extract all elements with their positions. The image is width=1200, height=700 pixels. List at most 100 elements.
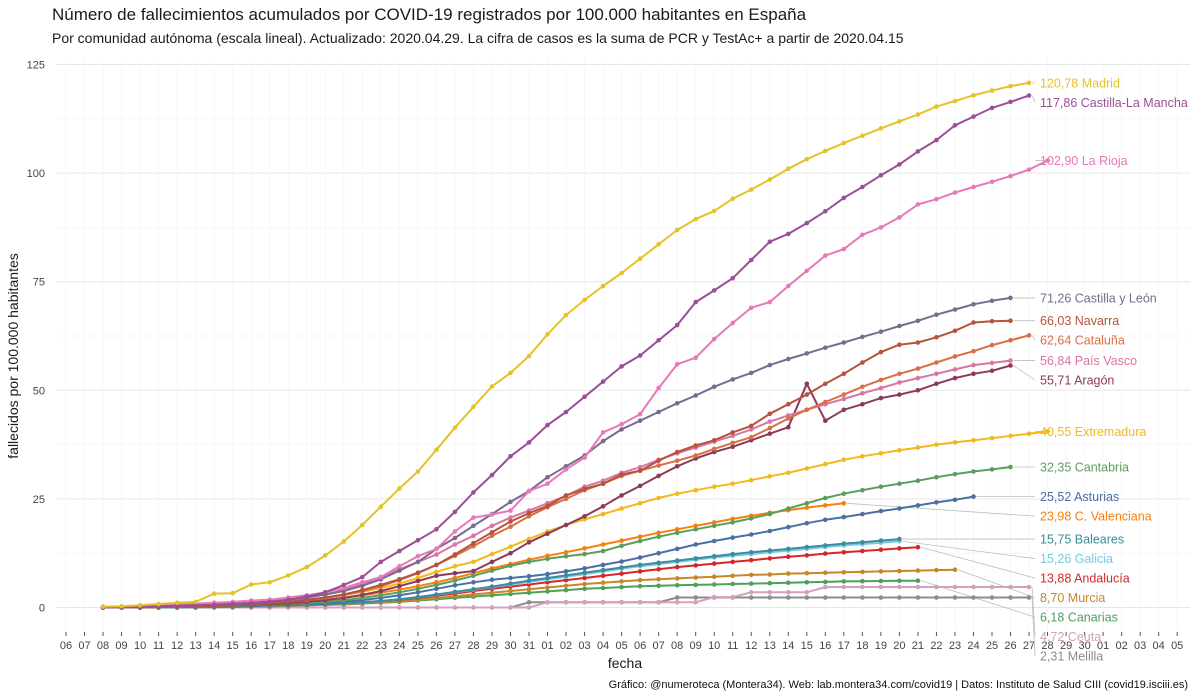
data-point <box>656 495 661 501</box>
data-point <box>971 114 976 119</box>
data-point <box>915 478 921 484</box>
data-point <box>971 320 976 325</box>
label-leader-line <box>957 569 1036 598</box>
y-tick-labels: 0 25 50 75 100 125 <box>27 60 45 615</box>
x-tick-label: 23 <box>949 640 961 652</box>
label-leader-line <box>1013 365 1036 381</box>
data-point <box>1008 99 1013 105</box>
data-point <box>434 546 439 552</box>
x-tick-label: 19 <box>875 640 887 652</box>
data-point <box>878 126 884 131</box>
data-point <box>526 536 532 542</box>
data-point <box>304 564 310 570</box>
data-point <box>823 399 828 405</box>
series-end-label: 6,18 Canarias <box>1040 611 1118 625</box>
data-point <box>119 603 124 609</box>
data-point <box>860 384 865 390</box>
data-point <box>508 544 513 549</box>
data-point <box>508 454 513 459</box>
data-point <box>841 457 847 463</box>
data-point <box>878 547 884 552</box>
data-point <box>545 575 550 581</box>
data-point <box>397 605 402 610</box>
data-point <box>600 504 606 509</box>
data-point <box>1026 80 1032 86</box>
data-point <box>582 455 587 460</box>
x-tick-label: 23 <box>375 640 387 652</box>
data-point <box>341 582 347 588</box>
data-point <box>323 553 328 558</box>
data-point <box>415 590 421 595</box>
data-point <box>600 481 606 487</box>
series-line <box>103 359 1011 609</box>
data-point <box>600 562 606 568</box>
data-point <box>693 393 698 398</box>
data-point <box>971 348 976 354</box>
data-point <box>934 500 939 505</box>
data-point <box>841 514 847 520</box>
data-point <box>804 381 810 387</box>
data-point <box>952 375 958 381</box>
data-point <box>897 342 902 348</box>
data-point <box>397 548 402 554</box>
data-point <box>545 332 550 337</box>
data-point <box>415 578 421 584</box>
data-point <box>656 463 661 468</box>
data-point <box>545 571 550 577</box>
data-point <box>1008 433 1013 439</box>
data-point <box>434 552 439 557</box>
data-point <box>434 586 439 592</box>
data-point <box>989 88 995 93</box>
x-tick-label: 25 <box>986 640 998 652</box>
data-point <box>823 381 828 387</box>
data-point <box>193 603 198 608</box>
data-point <box>878 584 884 590</box>
x-tick-label: 04 <box>597 640 609 652</box>
data-point <box>563 569 569 574</box>
data-point <box>582 486 587 492</box>
data-point <box>415 469 421 474</box>
data-point <box>452 425 458 431</box>
data-point <box>952 367 958 372</box>
x-tick-label: 05 <box>1171 640 1183 652</box>
data-point <box>989 298 995 304</box>
data-point <box>748 477 754 483</box>
x-tick-label: 13 <box>190 640 202 652</box>
data-point <box>619 600 624 605</box>
data-point <box>230 590 235 596</box>
data-point <box>526 559 532 565</box>
x-tick-label: 01 <box>541 640 553 652</box>
data-point <box>915 318 921 324</box>
label-leader-line <box>1031 95 1036 103</box>
data-point <box>711 553 717 559</box>
data-point <box>767 474 773 479</box>
data-point <box>786 401 791 407</box>
data-point <box>600 438 606 444</box>
data-point <box>471 515 476 520</box>
data-point <box>637 353 643 358</box>
data-point <box>915 149 921 154</box>
data-point <box>582 394 587 400</box>
data-point <box>1026 431 1032 437</box>
data-point <box>860 454 865 459</box>
data-point <box>804 407 810 413</box>
data-point <box>804 156 810 162</box>
data-point <box>730 594 735 600</box>
x-tick-label: 15 <box>801 640 813 652</box>
x-tick-label: 19 <box>301 640 313 652</box>
data-point <box>786 470 791 476</box>
data-point <box>952 497 958 503</box>
x-tick-label: 28 <box>467 640 479 652</box>
data-point <box>563 312 569 318</box>
data-point <box>508 519 513 524</box>
data-point <box>786 283 791 289</box>
data-point <box>711 288 717 293</box>
data-point <box>730 433 735 439</box>
data-point <box>804 500 810 506</box>
data-point <box>674 361 680 367</box>
data-point <box>397 486 402 491</box>
data-point <box>600 573 606 579</box>
data-point <box>693 600 698 605</box>
data-point <box>1008 363 1013 368</box>
y-tick-label: 50 <box>33 385 45 397</box>
